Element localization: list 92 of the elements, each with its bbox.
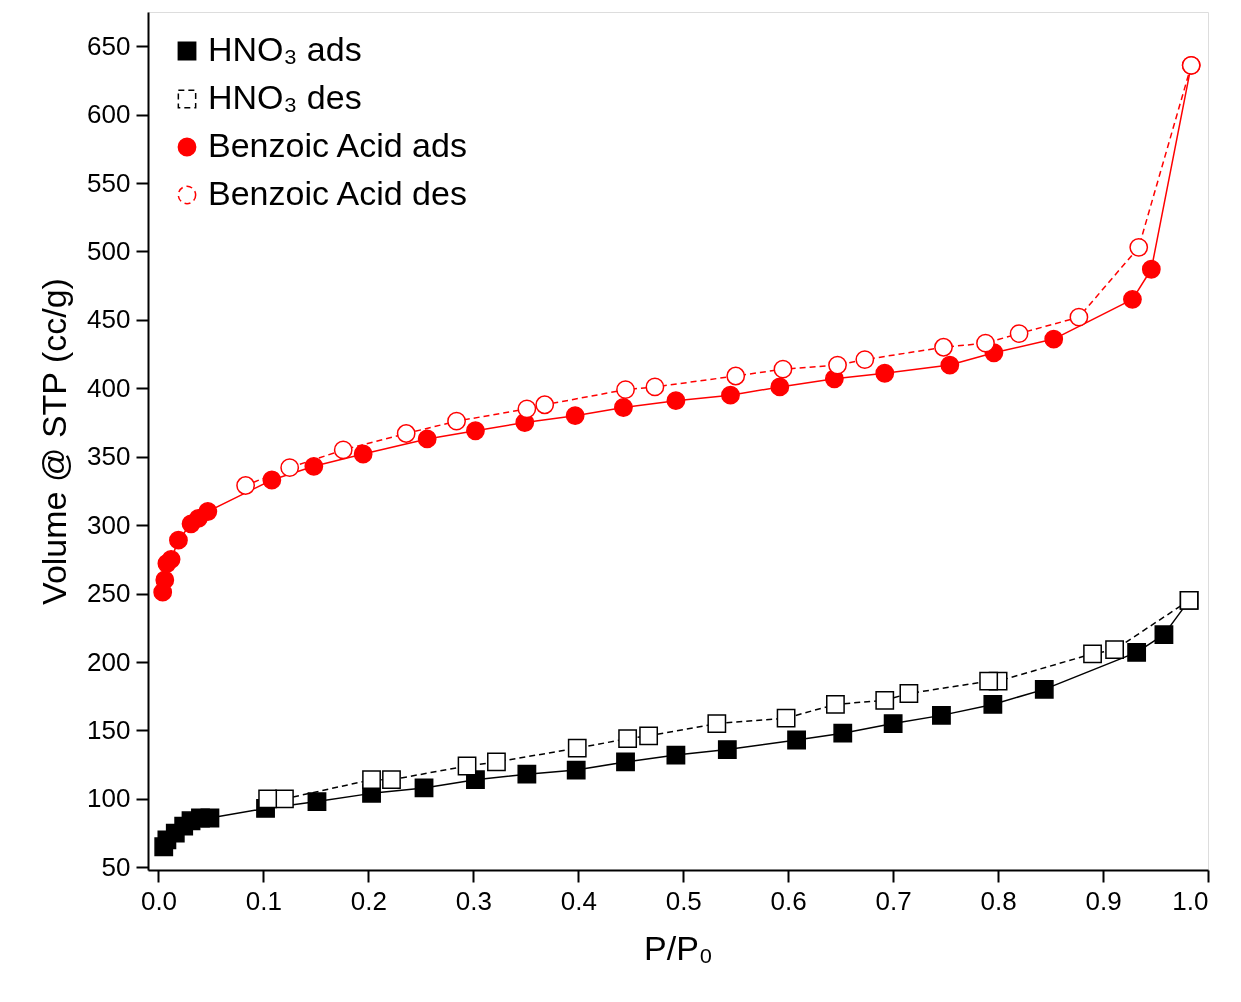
point [304, 456, 324, 476]
point [307, 792, 327, 811]
x-tick-label: 0.9 [1085, 885, 1122, 916]
x-tick-label: 0.1 [245, 885, 283, 916]
point [414, 778, 434, 798]
y-tick-label: 650 [87, 30, 131, 61]
point [487, 752, 506, 772]
point [155, 570, 175, 590]
x-tick-label: 0.2 [350, 885, 387, 916]
point [198, 502, 218, 521]
point [1034, 679, 1054, 699]
point [639, 726, 659, 746]
y-tick-label: 200 [87, 646, 131, 677]
point [457, 756, 477, 776]
point [899, 684, 919, 703]
point [940, 355, 960, 375]
y-tick-label: 250 [87, 578, 131, 609]
point [353, 444, 373, 464]
point [666, 391, 686, 411]
y-tick-label: 150 [87, 714, 131, 745]
point [883, 714, 903, 733]
point [726, 366, 746, 386]
point [1154, 625, 1174, 645]
y-tick-label: 50 [101, 851, 131, 882]
x-tick-label: 0.4 [560, 885, 597, 916]
y-tick-label: 300 [87, 509, 131, 540]
point [707, 714, 727, 733]
point [262, 470, 282, 490]
y-tick-label: 500 [87, 235, 131, 266]
point [773, 359, 793, 379]
legend-label: HNO₃ des [208, 78, 362, 116]
point [614, 398, 633, 417]
y-tick-label: 400 [87, 372, 131, 403]
point [976, 333, 995, 353]
legend-label: Benzoic Acid des [208, 174, 467, 212]
point [983, 695, 1003, 714]
legend-label: Benzoic Acid ads [208, 126, 467, 164]
point [717, 740, 737, 759]
point [535, 395, 555, 415]
legend-label: HNO₃ ads [208, 30, 362, 68]
point [396, 424, 416, 443]
point [1127, 643, 1147, 662]
point [1044, 329, 1064, 349]
point [565, 406, 585, 426]
x-tick-label: 0.0 [140, 885, 178, 916]
x-tick-label: 0.3 [455, 885, 492, 916]
point [200, 808, 220, 828]
x-tick-label: 1.0 [1172, 885, 1209, 916]
point [645, 377, 665, 397]
point [828, 355, 847, 375]
point [934, 337, 953, 357]
point [787, 730, 807, 750]
point [333, 440, 353, 460]
x-tick-label: 0.6 [770, 885, 807, 916]
point [447, 411, 466, 431]
point [566, 760, 586, 780]
point [616, 752, 635, 772]
point [979, 671, 999, 691]
point [1129, 237, 1149, 257]
point [567, 738, 587, 758]
y-tick-label: 450 [87, 304, 131, 335]
point [855, 350, 875, 369]
point [932, 705, 951, 725]
y-axis-title: Volume @ STP (cc/g) [35, 278, 74, 605]
y-tick-label: 600 [87, 99, 131, 130]
point [517, 764, 537, 784]
x-tick-label: 0.7 [875, 885, 912, 916]
point [618, 729, 638, 749]
point [236, 476, 256, 495]
point [517, 399, 537, 419]
point [1069, 307, 1089, 327]
point [1123, 289, 1142, 309]
point [169, 530, 188, 550]
point [721, 385, 740, 405]
point [833, 723, 853, 743]
y-tick-label: 550 [87, 167, 131, 198]
point [1141, 259, 1161, 279]
x-tick-label: 0.5 [665, 885, 702, 916]
x-axis-title: P/P₀ [644, 928, 713, 967]
point [776, 708, 796, 728]
point [466, 421, 485, 441]
point [875, 363, 895, 383]
point [362, 770, 381, 790]
y-tick-label: 350 [87, 441, 131, 472]
point [666, 745, 686, 765]
point [161, 549, 181, 569]
x-tick-label: 0.8 [980, 885, 1017, 916]
point [417, 429, 437, 449]
point [258, 789, 278, 809]
point [280, 458, 300, 478]
point [770, 377, 790, 397]
y-tick-label: 100 [87, 783, 131, 814]
